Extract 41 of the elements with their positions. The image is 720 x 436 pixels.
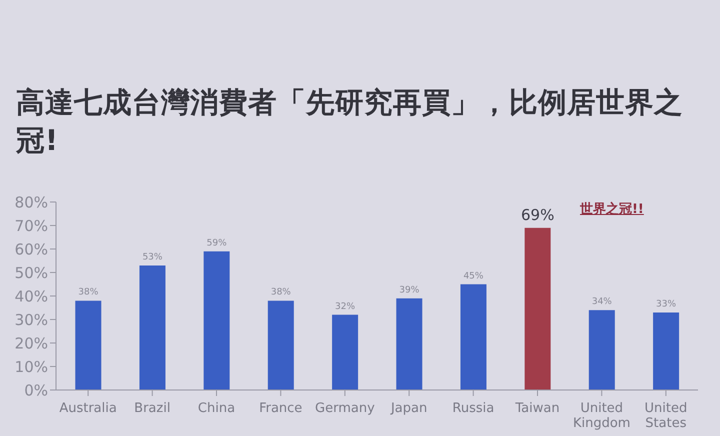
bar: [396, 298, 422, 390]
data-label: 32%: [335, 302, 356, 312]
y-tick-label: 30%: [14, 310, 48, 329]
bar: [75, 300, 102, 390]
data-label: 45%: [463, 271, 484, 282]
x-tick-label: United Kingdom: [572, 401, 630, 431]
x-tick-label: United States: [644, 401, 688, 431]
bar: [653, 312, 680, 390]
y-tick-label: 80%: [14, 193, 48, 212]
data-label: 38%: [78, 288, 99, 298]
x-tick-label: Russia: [452, 401, 494, 416]
y-tick-label: 70%: [14, 216, 48, 235]
y-tick-label: 60%: [14, 240, 48, 258]
data-label: 39%: [399, 285, 420, 296]
data-label: 69%: [520, 206, 554, 224]
bar: [139, 265, 166, 390]
y-tick-label: 50%: [14, 264, 48, 282]
x-tick-label: Australia: [59, 401, 117, 416]
data-label: 53%: [142, 252, 163, 262]
chart-title: 高達七成台灣消費者「先研究再買」，比例居世界之冠!: [16, 85, 684, 159]
bar: [460, 284, 486, 390]
x-tick-label: Germany: [315, 401, 376, 416]
y-tick-label: 40%: [14, 287, 48, 306]
data-label: 34%: [592, 297, 612, 308]
bar: [588, 310, 615, 390]
data-label: 38%: [270, 288, 292, 298]
x-tick-label: Japan: [390, 401, 428, 416]
data-label: 33%: [656, 299, 677, 310]
x-tick-label: Taiwan: [514, 401, 560, 416]
y-tick-label: 0%: [24, 381, 48, 400]
y-tick-label: 10%: [14, 358, 48, 376]
bar: [268, 300, 294, 390]
data-label: 59%: [206, 238, 228, 248]
x-tick-label: France: [259, 401, 302, 416]
bar: [524, 228, 551, 390]
x-tick-label: Brazil: [134, 401, 170, 416]
annotation: 世界之冠!!: [580, 200, 644, 218]
bar: [204, 251, 230, 390]
y-tick-label: 20%: [14, 334, 48, 352]
bar: [332, 314, 358, 390]
x-tick-label: China: [198, 401, 236, 416]
